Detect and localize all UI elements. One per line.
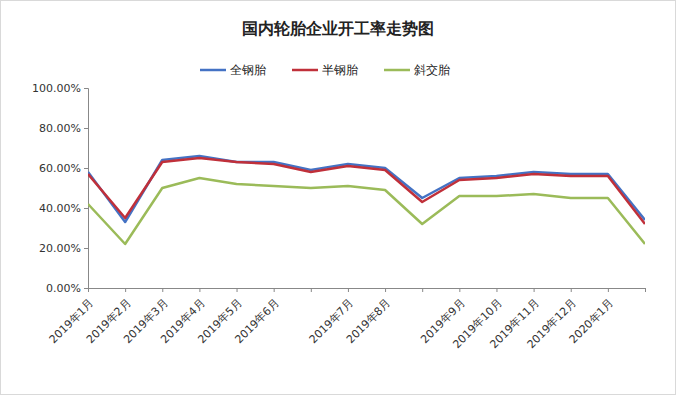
y-tick-label: 40.00% — [39, 202, 81, 215]
y-tick: 0.00% — [46, 282, 88, 295]
series-line — [88, 158, 645, 224]
legend-label: 半钢胎 — [322, 63, 358, 77]
x-tick-mark — [608, 288, 609, 292]
x-tick-mark — [125, 288, 126, 292]
y-axis-line — [84, 89, 89, 289]
x-tick-mark — [88, 288, 89, 292]
x-tick-mark — [348, 288, 349, 292]
chart: 国内轮胎企业开工率走势图 0.00% 20.00% 40.00% 60.00% 80.00… — [0, 0, 676, 395]
x-tick — [645, 288, 646, 292]
y-tick-label: 20.00% — [39, 242, 81, 255]
y-tick-mark — [84, 208, 88, 209]
legend-item: 全钢胎 — [200, 63, 266, 77]
x-tick-mark — [571, 288, 572, 292]
legend-item: 斜交胎 — [384, 63, 450, 77]
x-tick-mark — [199, 288, 200, 292]
y-tick-mark — [84, 248, 88, 249]
x-tick-label: 2020年1月 — [567, 297, 616, 346]
x-tick-label: 2019年8月 — [344, 297, 393, 346]
x-tick-label: 2019年12月 — [525, 297, 579, 351]
y-tick-label: 0.00% — [46, 282, 81, 295]
y-tick-mark — [84, 168, 88, 169]
y-tick-mark — [84, 88, 88, 89]
x-tick-mark — [496, 288, 497, 292]
y-tick-label: 60.00% — [39, 162, 81, 175]
y-tick: 100.00% — [32, 82, 88, 95]
plot-area — [88, 156, 645, 244]
y-tick-label: 100.00% — [32, 82, 81, 95]
legend-swatch — [200, 69, 226, 72]
y-tick-label: 80.00% — [39, 122, 81, 135]
x-tick: 2019年6月 — [232, 288, 281, 346]
x-tick-mark — [534, 288, 535, 292]
y-tick: 40.00% — [39, 202, 88, 215]
y-tick-mark — [84, 128, 88, 129]
x-tick-mark — [274, 288, 275, 292]
series-line — [88, 178, 645, 244]
legend-label: 斜交胎 — [414, 63, 450, 77]
y-tick: 20.00% — [39, 242, 88, 255]
legend-swatch — [292, 69, 318, 72]
x-axis: 2019年1月2019年2月2019年3月2019年4月2019年5月2019年… — [47, 288, 646, 351]
y-axis: 0.00% 20.00% 40.00% 60.00% 80.00% 100.00% — [32, 82, 88, 295]
x-tick-mark — [162, 288, 163, 292]
y-tick: 60.00% — [39, 162, 88, 175]
x-tick-mark — [422, 288, 423, 292]
x-tick-mark — [385, 288, 386, 292]
x-axis-line — [89, 289, 646, 293]
chart-frame — [1, 1, 676, 395]
x-tick-mark — [459, 288, 460, 292]
x-tick-label: 2019年6月 — [232, 297, 281, 346]
x-tick — [422, 288, 423, 292]
legend: 全钢胎 半钢胎 斜交胎 — [200, 63, 450, 77]
y-tick-mark — [84, 288, 88, 289]
legend-swatch — [384, 69, 410, 72]
legend-label: 全钢胎 — [230, 63, 266, 77]
x-tick-mark — [237, 288, 238, 292]
x-tick — [311, 288, 312, 292]
x-tick-mark — [311, 288, 312, 292]
x-tick: 2020年1月 — [567, 288, 616, 346]
x-tick-mark — [645, 288, 646, 292]
x-tick: 2019年8月 — [344, 288, 393, 346]
title: 国内轮胎企业开工率走势图 — [242, 19, 434, 38]
legend-item: 半钢胎 — [292, 63, 358, 77]
y-tick: 80.00% — [39, 122, 88, 135]
